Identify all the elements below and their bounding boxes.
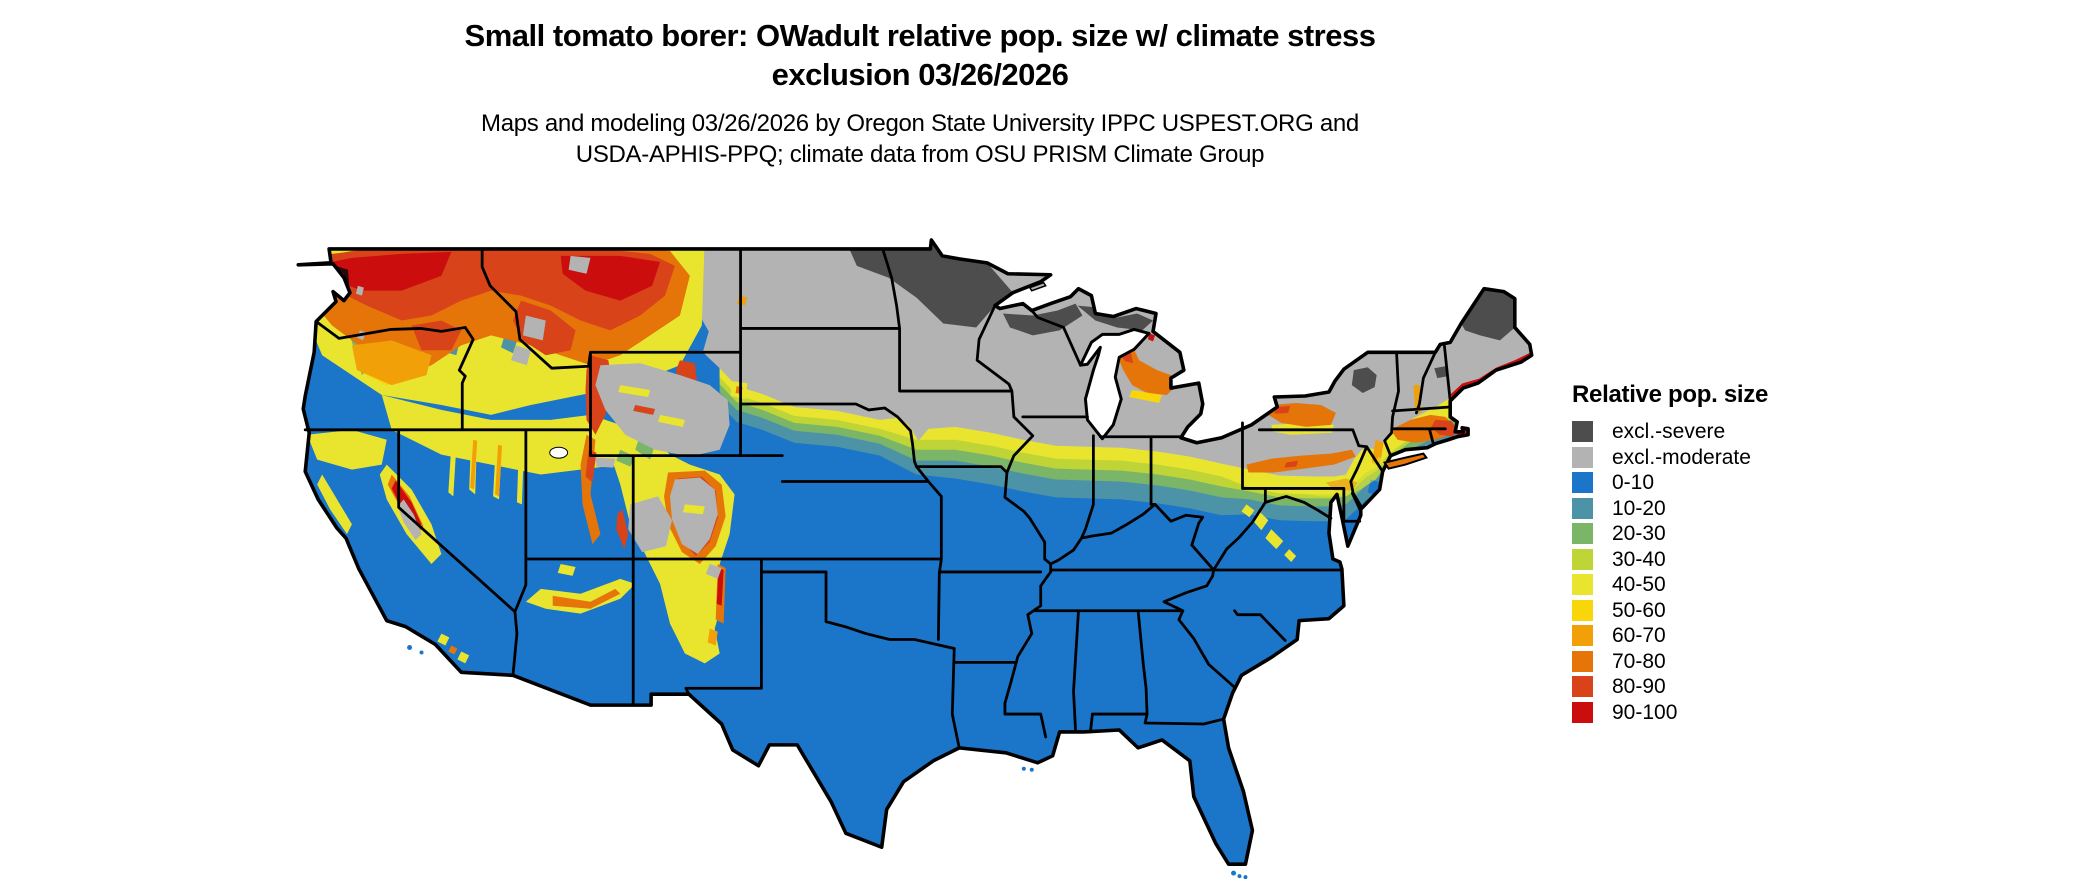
isle-royale bbox=[1028, 281, 1047, 292]
legend-label: 20-30 bbox=[1612, 522, 1666, 545]
legend-swatch bbox=[1572, 548, 1593, 570]
legend-label: 70-80 bbox=[1612, 649, 1666, 673]
legend-items: excl.-severe excl.-moderate 0-10 10-20 20-30… bbox=[1572, 421, 1812, 723]
legend-item: 50-60 bbox=[1572, 598, 1812, 622]
legend-swatch bbox=[1572, 574, 1593, 595]
legend-item: 90-100 bbox=[1572, 700, 1812, 724]
legend-item: 10-20 bbox=[1572, 496, 1812, 520]
legend-item: excl.-moderate bbox=[1572, 445, 1812, 469]
legend-item: 40-50 bbox=[1572, 574, 1812, 595]
raster-west-mosaic bbox=[298, 239, 748, 664]
legend-swatch bbox=[1572, 421, 1593, 442]
map-subtitle-line1: Maps and modeling 03/26/2026 by Oregon S… bbox=[481, 110, 1359, 137]
legend-item: 30-40 bbox=[1572, 547, 1812, 571]
map-container bbox=[292, 236, 1535, 889]
long-island bbox=[1382, 452, 1428, 470]
legend-item: 0-10 bbox=[1572, 472, 1812, 493]
legend-label: 90-100 bbox=[1612, 700, 1678, 724]
legend-item: 60-70 bbox=[1572, 625, 1812, 646]
legend-label: 80-90 bbox=[1612, 675, 1666, 698]
legend-label: 50-60 bbox=[1612, 598, 1666, 622]
legend-swatch bbox=[1572, 497, 1593, 519]
subtitle-block: Maps and modeling 03/26/2026 by Oregon S… bbox=[0, 108, 1840, 170]
lake-michigan-outline bbox=[1078, 327, 1151, 441]
map-title-line2: exclusion 03/26/2026 bbox=[771, 57, 1069, 92]
legend-label: 30-40 bbox=[1612, 547, 1666, 571]
us-map bbox=[296, 238, 1534, 880]
legend-swatch bbox=[1572, 446, 1593, 468]
legend-title: Relative pop. size bbox=[1572, 381, 1768, 408]
us-outline bbox=[296, 238, 1534, 866]
legend-label: 40-50 bbox=[1612, 573, 1666, 596]
legend-swatch bbox=[1572, 676, 1593, 697]
legend-item: 70-80 bbox=[1572, 649, 1812, 673]
islands bbox=[407, 281, 1428, 880]
legend-item: excl.-severe bbox=[1572, 421, 1812, 442]
legend-item: 20-30 bbox=[1572, 523, 1812, 544]
legend-item: 80-90 bbox=[1572, 676, 1812, 697]
legend-swatch bbox=[1572, 625, 1593, 646]
legend-swatch bbox=[1572, 523, 1593, 544]
legend-label: 0-10 bbox=[1612, 471, 1655, 494]
map-title-line1: Small tomato borer: OWadult relative pop… bbox=[464, 18, 1376, 53]
legend-swatch bbox=[1572, 701, 1593, 723]
great-salt-lake bbox=[549, 446, 569, 459]
title-block: Small tomato borer: OWadult relative pop… bbox=[0, 16, 1840, 170]
legend-label: excl.-severe bbox=[1612, 420, 1726, 443]
legend-swatch bbox=[1572, 650, 1593, 672]
legend-swatch bbox=[1572, 472, 1593, 493]
legend-label: excl.-moderate bbox=[1612, 445, 1751, 469]
raster-layers bbox=[298, 239, 1532, 865]
map-subtitle-line2: USDA-APHIS-PPQ; climate data from OSU PR… bbox=[575, 141, 1265, 168]
legend-label: 10-20 bbox=[1612, 496, 1666, 520]
legend: Relative pop. size excl.-severe excl.-mod… bbox=[1572, 381, 1812, 727]
legend-swatch bbox=[1572, 599, 1593, 621]
legend-label: 60-70 bbox=[1612, 624, 1666, 647]
state-borders bbox=[303, 247, 1452, 750]
